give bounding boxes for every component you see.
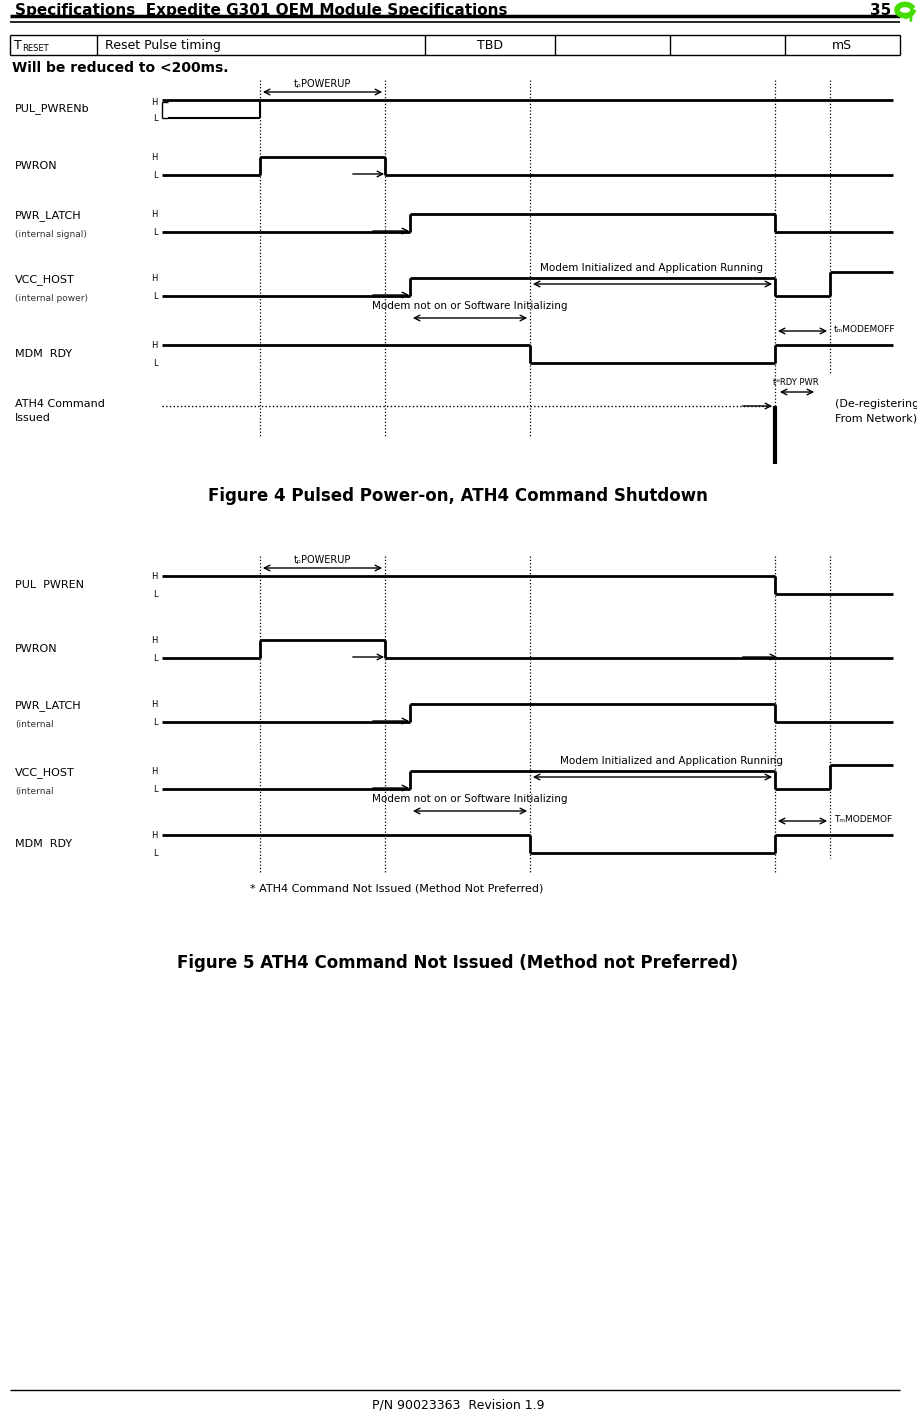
Text: 35: 35 <box>870 3 891 17</box>
Text: PWR_LATCH: PWR_LATCH <box>15 701 82 711</box>
Text: H: H <box>151 97 158 107</box>
Text: (De-registering: (De-registering <box>835 399 917 409</box>
Text: Modem Initialized and Application Running: Modem Initialized and Application Runnin… <box>560 757 783 767</box>
Text: VCC_HOST: VCC_HOST <box>15 275 75 285</box>
Text: mS: mS <box>832 38 852 51</box>
Text: RESET: RESET <box>22 44 49 53</box>
Text: (internal: (internal <box>15 720 53 728</box>
Text: L: L <box>153 114 158 123</box>
Text: Modem not on or Software Initializing: Modem not on or Software Initializing <box>372 301 568 311</box>
Text: tₚPOWERUP: tₚPOWERUP <box>293 78 350 88</box>
Text: tᴽRDY PWR: tᴽRDY PWR <box>773 378 819 386</box>
Text: H: H <box>151 831 158 839</box>
Text: PWR_LATCH: PWR_LATCH <box>15 211 82 221</box>
Text: (internal: (internal <box>15 787 53 795</box>
Text: L: L <box>153 718 158 727</box>
Text: P/N 90023363  Revision 1.9: P/N 90023363 Revision 1.9 <box>371 1398 545 1412</box>
Text: Figure 5 ATH4 Command Not Issued (Method not Preferred): Figure 5 ATH4 Command Not Issued (Method… <box>177 953 738 972</box>
Text: (internal power): (internal power) <box>15 294 88 302</box>
Text: H: H <box>151 767 158 775</box>
Text: PUL_PWRENb: PUL_PWRENb <box>15 104 90 114</box>
Text: TBD: TBD <box>477 38 503 51</box>
Text: T: T <box>14 38 22 51</box>
Text: ATH4 Command: ATH4 Command <box>15 399 105 409</box>
Text: Reset Pulse timing: Reset Pulse timing <box>105 38 221 51</box>
Text: H: H <box>151 152 158 161</box>
Text: MDM  RDY: MDM RDY <box>15 839 72 849</box>
Text: L: L <box>153 171 158 180</box>
Text: H: H <box>151 571 158 580</box>
Text: L: L <box>153 228 158 237</box>
Text: (internal signal): (internal signal) <box>15 229 87 238</box>
Text: PWRON: PWRON <box>15 644 58 654</box>
Text: H: H <box>151 636 158 644</box>
Text: PUL  PWREN: PUL PWREN <box>15 580 84 590</box>
Text: Figure 4 Pulsed Power-on, ATH4 Command Shutdown: Figure 4 Pulsed Power-on, ATH4 Command S… <box>208 487 708 504</box>
Text: Modem Initialized and Application Running: Modem Initialized and Application Runnin… <box>540 264 764 274</box>
Text: Issued: Issued <box>15 413 50 423</box>
Text: tₚPOWERUP: tₚPOWERUP <box>293 554 350 564</box>
Text: H: H <box>151 209 158 218</box>
Text: PWRON: PWRON <box>15 161 58 171</box>
Text: Modem not on or Software Initializing: Modem not on or Software Initializing <box>372 794 568 804</box>
Text: L: L <box>153 292 158 301</box>
Text: Specifications  Expedite G301 OEM Module Specifications: Specifications Expedite G301 OEM Module … <box>15 3 507 17</box>
Text: L: L <box>153 590 158 598</box>
Text: * ATH4 Command Not Issued (Method Not Preferred): * ATH4 Command Not Issued (Method Not Pr… <box>250 884 544 893</box>
Text: L: L <box>153 654 158 663</box>
Text: VCC_HOST: VCC_HOST <box>15 768 75 778</box>
Text: Will be reduced to <200ms.: Will be reduced to <200ms. <box>12 61 228 76</box>
Text: H: H <box>151 274 158 282</box>
Text: H: H <box>151 700 158 708</box>
Text: L: L <box>153 359 158 368</box>
Text: L: L <box>153 785 158 794</box>
Text: L: L <box>153 848 158 858</box>
Text: TₘMODEMOF: TₘMODEMOF <box>834 815 892 824</box>
Text: MDM  RDY: MDM RDY <box>15 349 72 359</box>
Text: tₘMODEMOFF: tₘMODEMOFF <box>834 325 896 333</box>
Text: From Network): From Network) <box>835 413 917 423</box>
Text: H: H <box>151 341 158 349</box>
